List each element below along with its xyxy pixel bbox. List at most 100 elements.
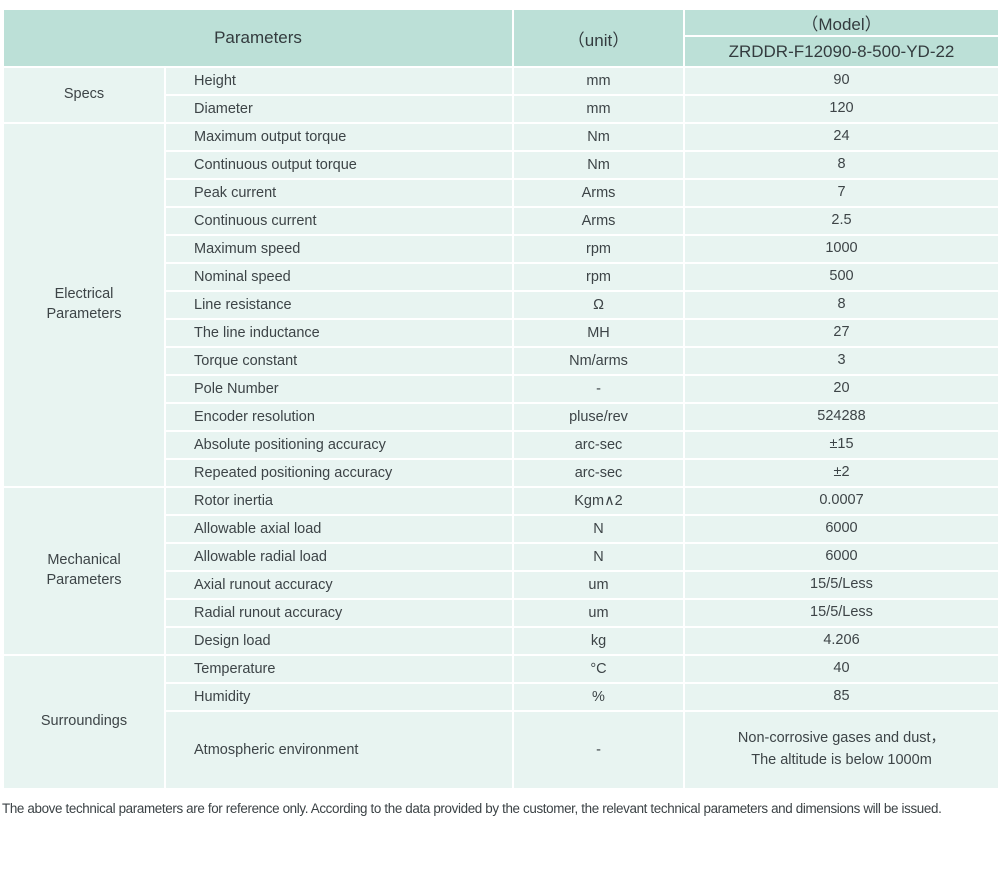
table-row: Allowable radial load N 6000 [3,542,1000,572]
cell-name: Axial runout accuracy [164,570,514,600]
cell-name: Absolute positioning accuracy [164,430,514,460]
table-row: Continuous current Arms 2.5 [3,206,1000,236]
table-row: Encoder resolution pluse/rev 524288 [3,402,1000,432]
unit-header-cell: （unit） [512,8,685,68]
footnote-text: The above technical parameters are for r… [2,801,942,816]
cell-unit: um [512,570,685,600]
group-label-cell: Surroundings [2,654,166,790]
cell-value: 40 [683,654,1000,684]
cell-name: Humidity [164,682,514,712]
header-row-2: ZRDDR-F12090-8-500-YD-22 [3,35,1000,68]
cell-value: 0.0007 [683,486,1000,516]
table-row: Humidity% 85 [3,682,1000,712]
cell-name: The line inductance [164,318,514,348]
cell-name: Peak current [164,178,514,208]
cell-name: Nominal speed [164,262,514,292]
cell-name: Line resistance [164,290,514,320]
cell-value: 524288 [683,402,1000,432]
table-row: Mechanical Parameters Rotor inertia Kgm∧2 0… [2,486,1000,656]
cell-value: 8 [683,290,1000,320]
cell-unit: Nm/arms [512,346,685,376]
cell-unit: MH [512,318,685,348]
table-row: Maximum speed rpm 1000 [3,234,1000,264]
table-row: Atmospheric environment - Non-corrosive ga… [3,710,1000,790]
cell-value: ±15 [683,430,1000,460]
cell-unit: arc-sec [512,430,685,460]
table-row: Radial runout accuracy um 15/5/Less [3,598,1000,628]
group-label-cell: Specs [2,66,166,124]
cell-value: 1000 [683,234,1000,264]
cell-value: 20 [683,374,1000,404]
cell-unit: Kgm∧2 [512,486,685,516]
cell-unit: - [512,374,685,404]
cell-name: Rotor inertia [164,486,514,516]
cell-value: 3 [683,346,1000,376]
table-row: Nominal speed rpm 500 [3,262,1000,292]
cell-unit: Ω [512,290,685,320]
table-row: Electrical Parameters Maximum output torq… [2,122,1000,488]
table-row: Design load kg 4.206 [3,626,1000,656]
cell-value: 27 [683,318,1000,348]
cell-unit: mm [512,66,685,96]
cell-value: 24 [683,122,1000,152]
cell-unit: arc-sec [512,458,685,488]
group-label-cell: Electrical Parameters [2,122,166,488]
table-row: Pole Number -20 [3,374,1000,404]
table-row: Axial runout accuracy um 15/5/Less [3,570,1000,600]
table-row: Surroundings Temperature °C 40 [2,654,1000,790]
cell-name: Torque constant [164,346,514,376]
cell-unit: mm [512,94,685,124]
cell-unit: °C [512,654,685,684]
table-row: Line resistance Ω 8 [3,290,1000,320]
cell-name: Encoder resolution [164,402,514,432]
table-row: Torque constant Nm/arms 3 [3,346,1000,376]
cell-name: Pole Number [164,374,514,404]
table-row: Continuous output torque Nm 8 [3,150,1000,180]
cell-name: Maximum output torque [164,122,514,152]
spec-table: Parameters （unit） （Model） ZRDDR-F12090-8… [2,7,1000,790]
cell-name: Design load [164,626,514,656]
cell-value: 15/5/Less [683,570,1000,600]
cell-unit: Arms [512,178,685,208]
parameters-header-cell: Parameters [2,8,514,68]
spec-table-header: Parameters （unit） （Model） ZRDDR-F12090-8… [2,7,1000,68]
cell-unit: % [512,682,685,712]
table-row: Allowable axial load N 6000 [3,514,1000,544]
cell-value: 2.5 [683,206,1000,236]
cell-unit: Nm [512,150,685,180]
cell-value: 4.206 [683,626,1000,656]
table-row: Absolute positioning accuracy arc-sec ±15 [3,430,1000,460]
cell-name: Radial runout accuracy [164,598,514,628]
cell-value: 85 [683,682,1000,712]
cell-name: Allowable radial load [164,542,514,572]
spec-table-body: Specs Height mm 90 Diameter mm 120 Electrical P… [2,66,1000,790]
cell-value: ±2 [683,458,1000,488]
cell-unit: - [512,710,685,790]
cell-value: 8 [683,150,1000,180]
cell-value: 90 [683,66,1000,96]
cell-name: Continuous current [164,206,514,236]
cell-value: 7 [683,178,1000,208]
cell-name: Continuous output torque [164,150,514,180]
cell-name: Allowable axial load [164,514,514,544]
model-header-cell: （Model） [683,7,1000,38]
cell-unit: N [512,514,685,544]
table-row: Diameter mm 120 [3,94,1000,124]
cell-unit: Arms [512,206,685,236]
cell-unit: Nm [512,122,685,152]
cell-name: Temperature [164,654,514,684]
cell-value: 120 [683,94,1000,124]
cell-name: Atmospheric environment [164,710,514,790]
cell-unit: rpm [512,262,685,292]
model-number-cell: ZRDDR-F12090-8-500-YD-22 [683,35,1000,68]
cell-name: Height [164,66,514,96]
cell-value: Non-corrosive gases and dust， The altitu… [683,710,1000,790]
cell-value: 500 [683,262,1000,292]
cell-value: 6000 [683,514,1000,544]
cell-unit: kg [512,626,685,656]
cell-name: Repeated positioning accuracy [164,458,514,488]
header-row-1: Parameters （unit） （Model） [2,7,1000,68]
table-row: Specs Height mm 90 [2,66,1000,124]
group-label-cell: Mechanical Parameters [2,486,166,656]
